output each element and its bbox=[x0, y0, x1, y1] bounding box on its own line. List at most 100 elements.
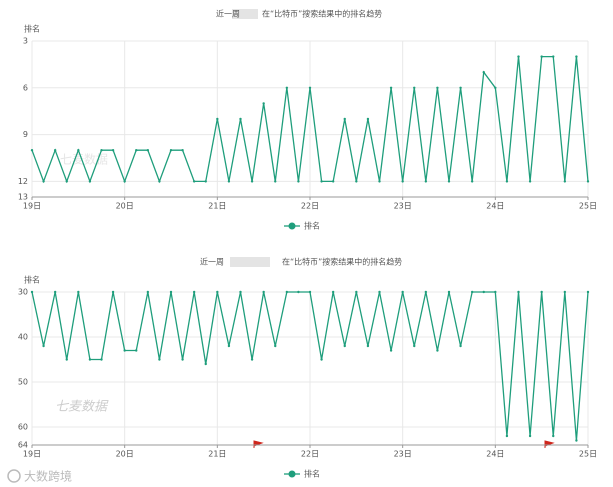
data-point bbox=[505, 180, 509, 183]
data-point bbox=[586, 180, 590, 183]
chart-title: 在“比特币”搜索结果中的排名趋势 bbox=[262, 9, 382, 19]
data-point bbox=[331, 180, 335, 183]
blurred-app-name bbox=[232, 9, 258, 19]
x-tick-label: 24日 bbox=[486, 202, 504, 211]
data-point bbox=[308, 86, 312, 90]
data-point bbox=[424, 180, 428, 183]
x-tick-label: 20日 bbox=[116, 202, 134, 211]
data-point bbox=[227, 180, 231, 183]
data-point bbox=[320, 180, 323, 183]
data-point bbox=[169, 290, 173, 294]
footer-logo bbox=[7, 469, 21, 483]
data-point bbox=[100, 358, 103, 361]
data-point bbox=[297, 180, 300, 183]
data-point bbox=[285, 290, 289, 294]
data-point bbox=[227, 344, 231, 348]
data-point bbox=[146, 149, 150, 152]
data-point bbox=[378, 180, 381, 183]
data-point bbox=[181, 149, 184, 152]
legend-symbol bbox=[288, 222, 296, 230]
data-point bbox=[65, 180, 68, 183]
data-point bbox=[308, 290, 312, 294]
data-point bbox=[389, 349, 393, 352]
x-tick-label: 24日 bbox=[486, 450, 504, 459]
data-point bbox=[262, 290, 265, 294]
data-point bbox=[123, 349, 126, 352]
legend-label: 排名 bbox=[304, 469, 320, 479]
data-point bbox=[135, 149, 138, 152]
data-point bbox=[552, 55, 555, 58]
data-point bbox=[239, 290, 242, 294]
data-point bbox=[482, 71, 485, 74]
data-point bbox=[42, 344, 45, 348]
data-point bbox=[355, 180, 358, 183]
data-point bbox=[181, 358, 184, 361]
data-point bbox=[88, 180, 92, 183]
data-point bbox=[494, 86, 497, 90]
data-point bbox=[100, 149, 103, 152]
data-point bbox=[274, 344, 277, 348]
y-tick-label: 12 bbox=[18, 177, 28, 186]
y-tick-label: 9 bbox=[23, 130, 28, 139]
data-point bbox=[146, 290, 150, 294]
data-point bbox=[517, 290, 520, 294]
chart-title: 在“比特币”搜索结果中的排名趋势 bbox=[282, 257, 402, 267]
data-point bbox=[158, 180, 161, 183]
data-point bbox=[528, 434, 532, 438]
data-point bbox=[447, 180, 451, 183]
y-tick-label: 13 bbox=[18, 193, 28, 202]
data-point bbox=[355, 290, 358, 294]
data-point bbox=[262, 102, 265, 105]
legend-label: 排名 bbox=[304, 221, 320, 231]
data-point bbox=[216, 117, 219, 121]
data-point bbox=[192, 290, 196, 294]
data-point bbox=[204, 180, 207, 183]
data-point bbox=[158, 358, 161, 361]
data-point bbox=[53, 290, 57, 294]
data-point bbox=[424, 290, 428, 294]
data-point bbox=[192, 180, 196, 183]
footer-watermark: 大数跨境 bbox=[24, 469, 72, 484]
data-point bbox=[575, 55, 578, 58]
watermark: 七麦数据 bbox=[55, 400, 109, 415]
y-axis-label: 排名 bbox=[24, 275, 40, 285]
data-point bbox=[528, 180, 532, 183]
data-point bbox=[389, 86, 393, 90]
data-point bbox=[494, 290, 497, 294]
data-point bbox=[366, 117, 370, 121]
data-point bbox=[135, 349, 138, 352]
x-tick-label: 23日 bbox=[394, 450, 412, 459]
data-point bbox=[216, 290, 219, 294]
data-point bbox=[586, 290, 590, 294]
data-point bbox=[320, 358, 323, 361]
data-point bbox=[470, 180, 474, 183]
data-point bbox=[88, 358, 92, 361]
data-point bbox=[343, 344, 346, 348]
data-point bbox=[482, 290, 485, 294]
data-point bbox=[77, 290, 80, 294]
data-point bbox=[436, 349, 439, 352]
data-point bbox=[204, 362, 207, 366]
data-point bbox=[111, 149, 115, 152]
x-tick-label: 25日 bbox=[579, 450, 597, 459]
data-point bbox=[65, 358, 68, 361]
x-tick-label: 20日 bbox=[116, 450, 134, 459]
y-tick-label: 6 bbox=[23, 83, 28, 92]
y-tick-label: 50 bbox=[18, 378, 28, 387]
x-tick-label: 22日 bbox=[301, 202, 319, 211]
data-point bbox=[239, 117, 242, 121]
data-point bbox=[413, 86, 416, 90]
y-tick-label: 30 bbox=[18, 288, 28, 297]
data-point bbox=[30, 290, 34, 294]
title-prefix: 近一周 bbox=[200, 257, 224, 267]
data-point bbox=[77, 149, 80, 152]
data-point bbox=[30, 149, 34, 152]
data-point bbox=[552, 434, 555, 438]
blurred-app-name bbox=[230, 257, 270, 267]
data-point bbox=[123, 180, 126, 183]
data-point bbox=[401, 290, 404, 294]
x-tick-label: 25日 bbox=[579, 202, 597, 211]
data-point bbox=[505, 434, 509, 438]
watermark: 七麦数据 bbox=[60, 152, 108, 167]
